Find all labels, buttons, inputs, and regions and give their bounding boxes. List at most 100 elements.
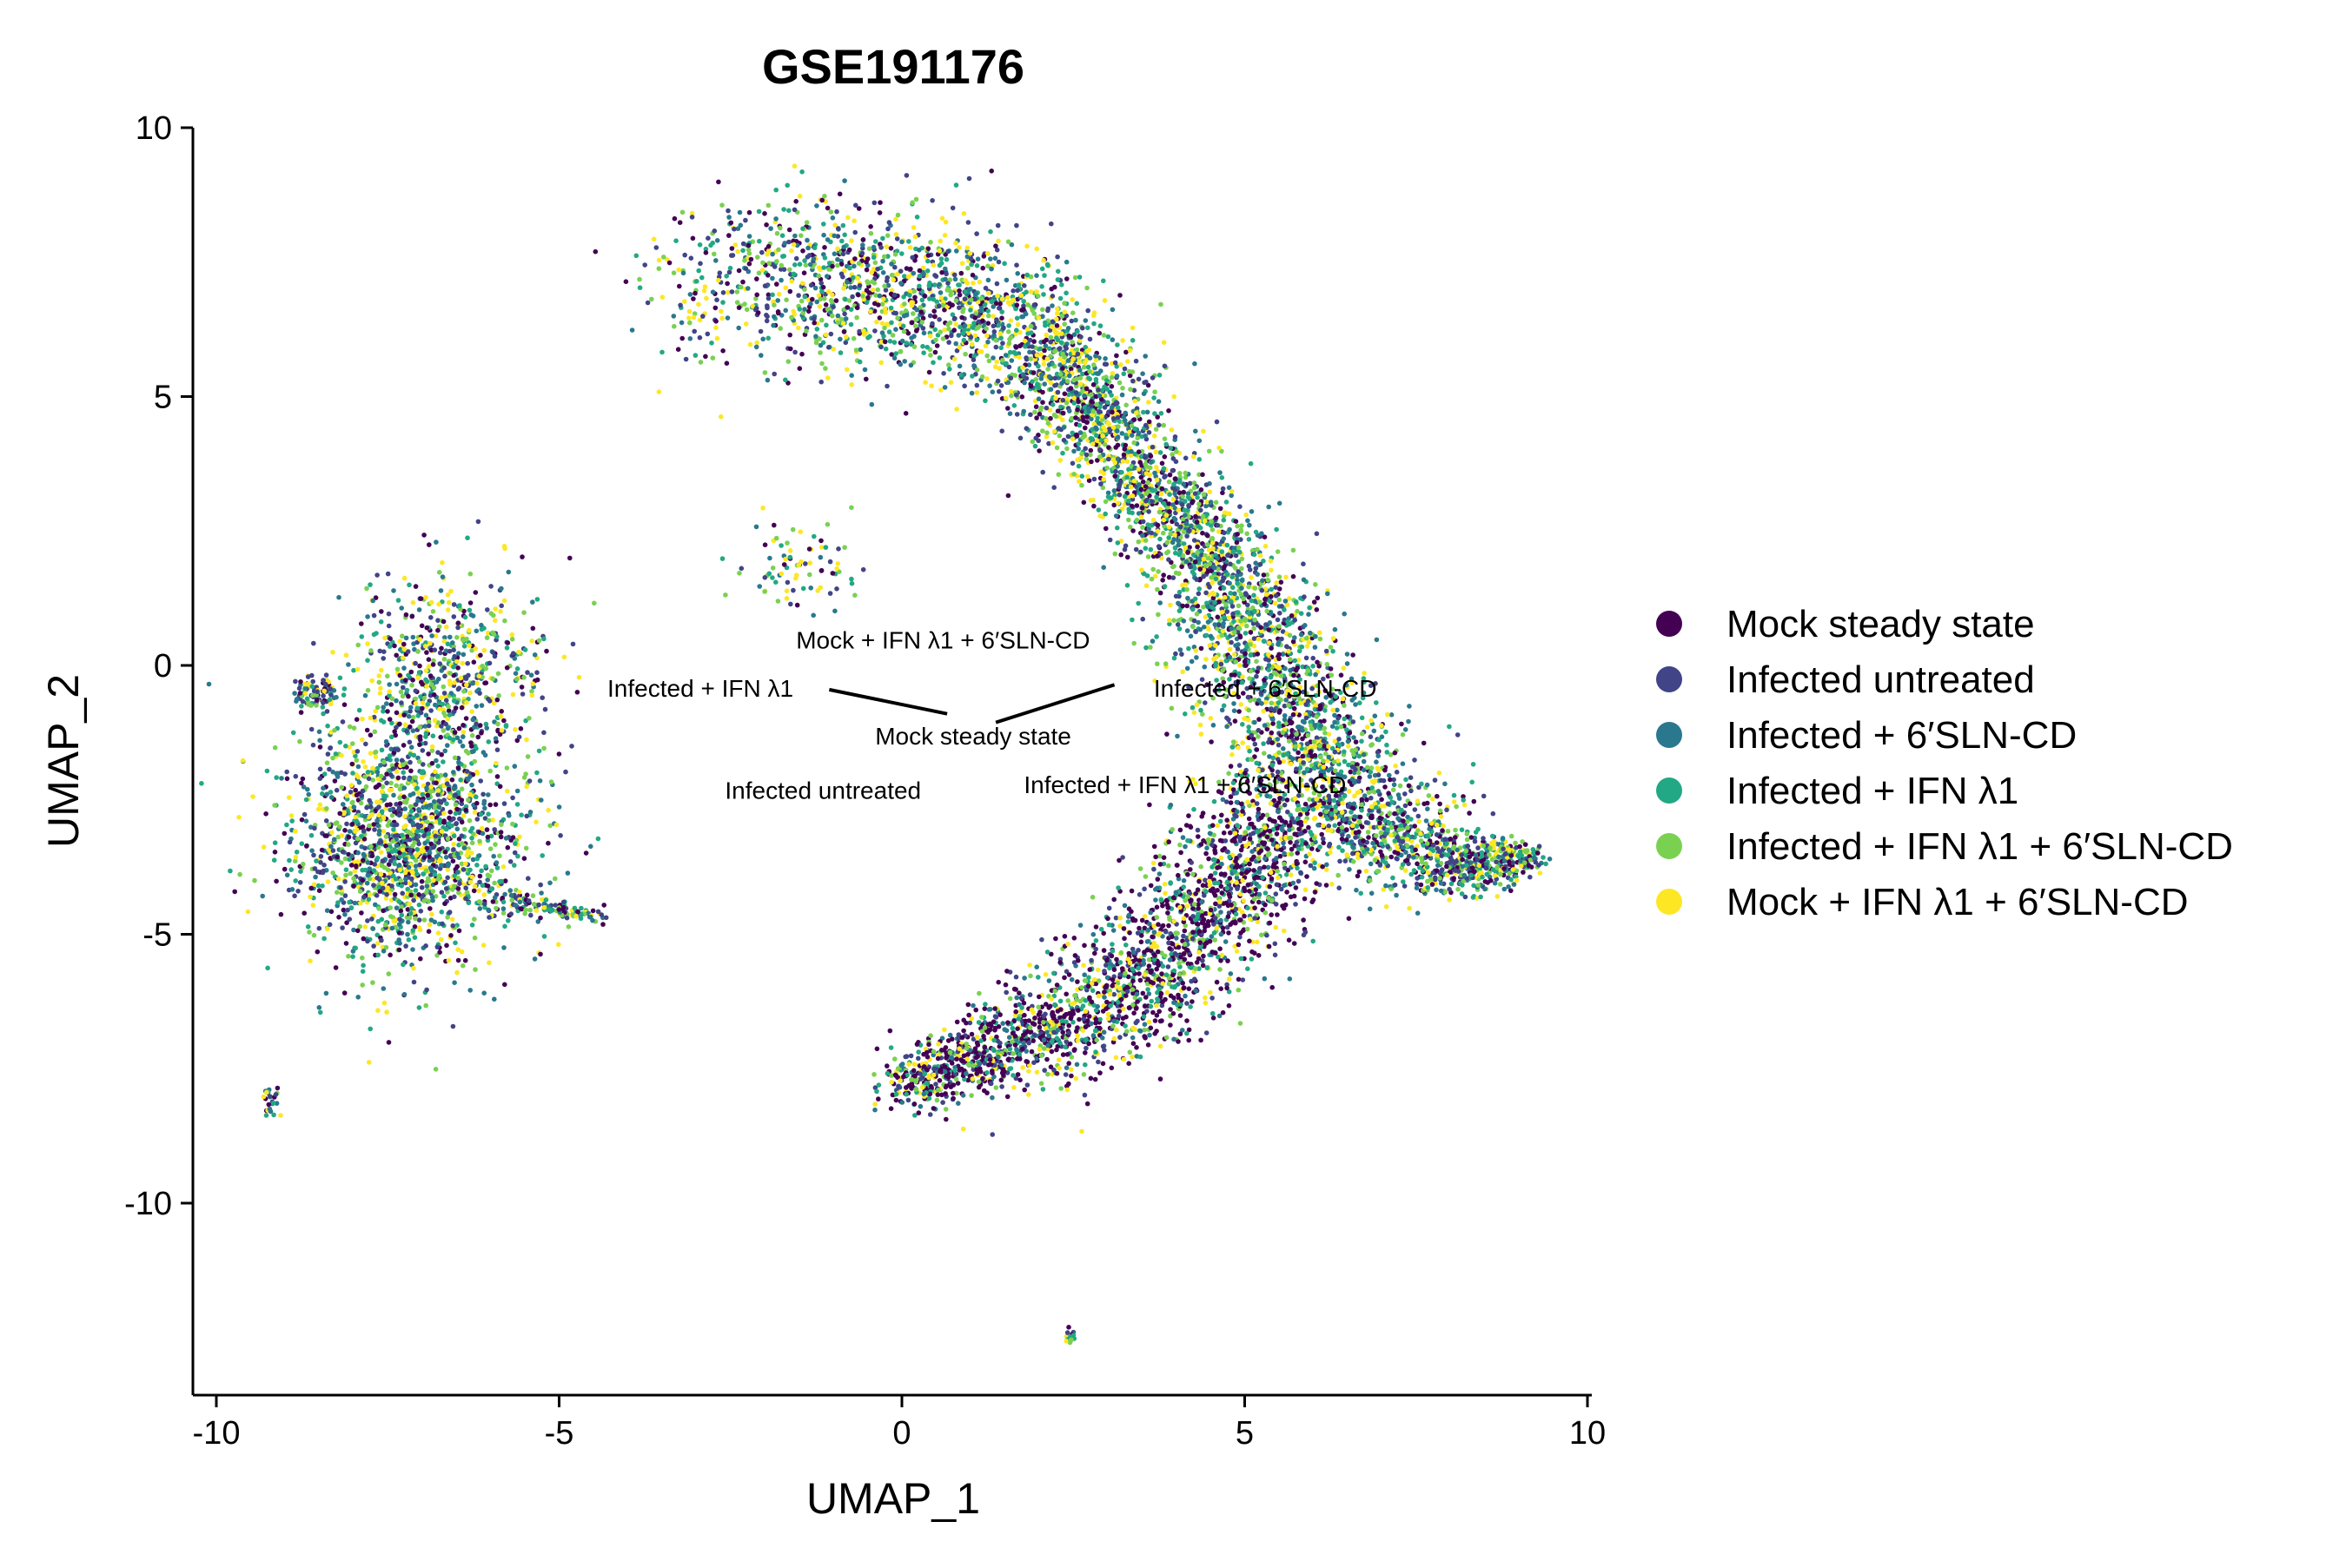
data-point <box>1303 655 1309 661</box>
data-point <box>1189 658 1195 665</box>
data-point <box>1054 323 1060 328</box>
data-point <box>1444 841 1449 847</box>
data-point <box>1277 611 1282 616</box>
data-point <box>772 314 777 320</box>
data-point <box>1158 491 1164 497</box>
data-point <box>1084 473 1090 480</box>
data-point <box>1368 734 1374 739</box>
data-point <box>1009 388 1014 394</box>
data-point <box>1307 797 1312 802</box>
data-point <box>822 245 827 250</box>
data-point <box>1322 731 1328 736</box>
data-point <box>995 293 1000 299</box>
data-point <box>747 341 753 347</box>
data-point <box>1409 838 1415 844</box>
data-point <box>892 252 898 257</box>
data-point <box>1201 556 1207 562</box>
data-point <box>1453 827 1458 833</box>
data-point <box>1333 768 1338 774</box>
data-point <box>1229 744 1235 750</box>
data-point <box>1128 484 1134 490</box>
data-point <box>1090 382 1097 387</box>
data-point <box>1161 530 1166 536</box>
data-point <box>1506 859 1512 864</box>
data-point <box>645 300 651 306</box>
data-point <box>1421 740 1427 746</box>
data-point <box>906 239 911 244</box>
data-point <box>1021 299 1026 304</box>
data-point <box>1186 645 1191 652</box>
data-point <box>1091 476 1097 482</box>
data-point <box>1225 572 1230 577</box>
data-point <box>1128 525 1133 530</box>
data-point <box>1440 867 1445 872</box>
data-point <box>1518 849 1523 855</box>
data-point <box>1215 522 1221 528</box>
data-point <box>1454 859 1459 864</box>
data-point <box>1030 439 1036 445</box>
data-point <box>1087 368 1092 374</box>
data-point <box>642 262 647 268</box>
data-point <box>830 313 835 319</box>
data-point <box>803 262 809 268</box>
data-point <box>1361 751 1367 758</box>
data-point <box>1121 414 1127 420</box>
data-point <box>1014 327 1019 334</box>
data-point <box>1173 550 1178 556</box>
data-point <box>1179 652 1184 657</box>
data-point <box>1329 724 1335 729</box>
data-point <box>1031 339 1037 344</box>
data-point <box>1439 853 1444 858</box>
data-point <box>799 169 805 175</box>
data-point <box>1459 827 1465 832</box>
data-point <box>1256 734 1261 739</box>
data-point <box>1228 764 1234 769</box>
data-point <box>1207 585 1212 590</box>
data-point <box>762 370 768 375</box>
data-point <box>1209 568 1214 573</box>
data-point <box>937 317 942 322</box>
data-point <box>875 287 880 293</box>
data-point <box>1263 592 1269 597</box>
data-point <box>1077 360 1083 365</box>
data-point <box>1296 750 1301 756</box>
data-point <box>940 336 946 341</box>
data-point <box>1388 795 1394 800</box>
data-point <box>1330 636 1336 641</box>
data-point <box>1332 738 1337 744</box>
data-point <box>1184 603 1190 609</box>
data-point <box>1412 758 1417 763</box>
data-point <box>1117 380 1123 386</box>
data-point <box>694 279 699 284</box>
data-point <box>1368 861 1374 867</box>
data-point <box>1201 492 1207 497</box>
data-point <box>1161 340 1167 346</box>
data-point <box>1058 340 1064 346</box>
data-point <box>873 293 878 298</box>
data-point <box>779 262 785 268</box>
data-point <box>1256 636 1262 642</box>
data-point <box>1476 863 1481 869</box>
data-point <box>1461 794 1466 799</box>
data-point <box>933 274 939 279</box>
data-point <box>933 337 938 343</box>
data-point <box>1326 844 1332 849</box>
data-point <box>1197 722 1203 728</box>
data-point <box>1184 665 1190 672</box>
data-point <box>1209 739 1214 744</box>
data-point <box>778 326 783 331</box>
data-point <box>1125 359 1130 364</box>
data-point <box>1123 421 1130 427</box>
data-point <box>1075 351 1081 357</box>
data-point <box>1131 417 1137 422</box>
data-point <box>1166 574 1172 580</box>
data-point <box>1064 259 1070 265</box>
data-point <box>779 233 785 239</box>
data-point <box>1045 420 1051 427</box>
data-point <box>1104 465 1110 471</box>
data-point <box>1020 372 1026 377</box>
data-point <box>1115 405 1121 411</box>
data-point <box>975 256 981 262</box>
data-point <box>1361 676 1367 681</box>
data-point <box>1157 536 1163 542</box>
